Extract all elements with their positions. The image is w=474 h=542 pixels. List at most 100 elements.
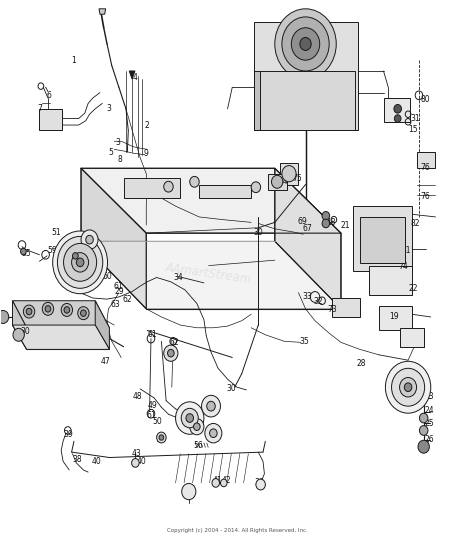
Text: 61: 61 <box>147 330 157 339</box>
Circle shape <box>220 479 227 487</box>
Polygon shape <box>383 98 410 122</box>
Circle shape <box>164 181 173 192</box>
Text: 9: 9 <box>144 149 149 158</box>
Text: 29: 29 <box>115 287 125 296</box>
Circle shape <box>181 408 198 428</box>
Circle shape <box>86 235 93 244</box>
Polygon shape <box>379 306 412 331</box>
Polygon shape <box>95 301 109 350</box>
Circle shape <box>0 311 9 324</box>
Text: 80: 80 <box>420 95 430 104</box>
Text: 7: 7 <box>37 104 42 113</box>
Circle shape <box>42 302 54 315</box>
Text: 30: 30 <box>254 228 263 236</box>
Text: 6: 6 <box>47 91 52 100</box>
Text: 30: 30 <box>20 327 30 336</box>
Circle shape <box>404 383 412 391</box>
Polygon shape <box>199 184 251 198</box>
Text: 24: 24 <box>424 406 434 415</box>
Text: 51: 51 <box>52 228 61 236</box>
Text: 74: 74 <box>399 262 408 271</box>
Text: 3: 3 <box>116 138 120 147</box>
Text: 62: 62 <box>123 295 132 304</box>
Polygon shape <box>81 168 146 309</box>
Circle shape <box>164 345 178 362</box>
Circle shape <box>76 258 84 267</box>
Text: 40: 40 <box>137 457 146 466</box>
Circle shape <box>13 328 24 341</box>
Text: 34: 34 <box>173 273 183 282</box>
Circle shape <box>292 28 319 60</box>
Text: 4: 4 <box>133 73 138 82</box>
Polygon shape <box>99 9 106 14</box>
Circle shape <box>400 377 417 397</box>
Polygon shape <box>12 325 109 350</box>
Circle shape <box>385 362 431 413</box>
Circle shape <box>212 479 219 487</box>
Text: 36: 36 <box>255 479 264 487</box>
Circle shape <box>175 402 204 434</box>
Circle shape <box>419 413 428 423</box>
Circle shape <box>73 253 78 259</box>
Text: 70: 70 <box>155 435 165 444</box>
Polygon shape <box>417 152 436 168</box>
Text: 19: 19 <box>389 312 399 321</box>
Circle shape <box>394 105 401 113</box>
Polygon shape <box>124 178 180 198</box>
Circle shape <box>45 306 51 312</box>
Polygon shape <box>258 71 355 131</box>
Polygon shape <box>81 168 341 233</box>
Circle shape <box>61 304 73 317</box>
Text: 32: 32 <box>313 297 323 306</box>
Text: Copyright (c) 2004 - 2014. All Rights Reserved, Inc.: Copyright (c) 2004 - 2014. All Rights Re… <box>166 528 308 533</box>
Text: 30: 30 <box>227 384 236 393</box>
Text: 23: 23 <box>424 392 434 401</box>
Text: 54: 54 <box>191 426 201 435</box>
Text: 61: 61 <box>146 411 156 421</box>
Text: 44: 44 <box>211 430 220 439</box>
Circle shape <box>64 243 97 281</box>
Text: 40: 40 <box>91 457 101 466</box>
Text: 57: 57 <box>66 260 75 269</box>
Circle shape <box>186 414 193 422</box>
Polygon shape <box>353 206 412 271</box>
Polygon shape <box>268 173 287 190</box>
Polygon shape <box>275 168 341 309</box>
Circle shape <box>20 248 26 255</box>
Text: 43: 43 <box>132 449 142 458</box>
Circle shape <box>201 395 220 417</box>
Text: AAmartStream: AAmartStream <box>164 261 253 286</box>
Circle shape <box>132 459 139 467</box>
Text: 37: 37 <box>186 486 196 494</box>
Text: 55: 55 <box>22 249 32 258</box>
Circle shape <box>72 253 89 272</box>
Text: 78: 78 <box>386 249 395 258</box>
Text: 59: 59 <box>48 246 57 255</box>
Circle shape <box>275 9 336 79</box>
Text: 1: 1 <box>72 56 76 64</box>
Polygon shape <box>254 22 357 131</box>
Text: 47: 47 <box>101 357 110 366</box>
Circle shape <box>392 369 425 406</box>
Text: 5: 5 <box>108 147 113 157</box>
Text: 58: 58 <box>85 233 94 242</box>
Text: 53: 53 <box>191 417 201 426</box>
Polygon shape <box>12 301 27 350</box>
Circle shape <box>78 307 89 320</box>
Circle shape <box>190 176 199 187</box>
Circle shape <box>156 432 166 443</box>
Circle shape <box>205 423 222 443</box>
Circle shape <box>418 440 429 453</box>
Circle shape <box>272 175 283 188</box>
Text: 42: 42 <box>222 476 231 485</box>
Text: 25: 25 <box>424 419 434 428</box>
Text: 56: 56 <box>193 441 203 449</box>
Circle shape <box>159 435 164 440</box>
Text: 27: 27 <box>397 379 406 388</box>
Text: 22: 22 <box>408 284 418 293</box>
Circle shape <box>57 236 103 288</box>
Text: 46: 46 <box>167 349 177 358</box>
Circle shape <box>53 231 108 294</box>
Polygon shape <box>12 301 109 328</box>
Text: 33: 33 <box>302 293 312 301</box>
